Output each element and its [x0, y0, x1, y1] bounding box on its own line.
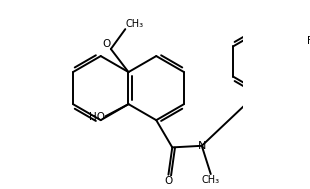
Text: O: O: [164, 176, 173, 186]
Text: HO: HO: [89, 112, 105, 122]
Text: CH₃: CH₃: [126, 19, 144, 29]
Text: CH₃: CH₃: [202, 175, 220, 185]
Text: N: N: [197, 141, 206, 151]
Text: O: O: [102, 39, 110, 49]
Text: F: F: [307, 36, 310, 46]
